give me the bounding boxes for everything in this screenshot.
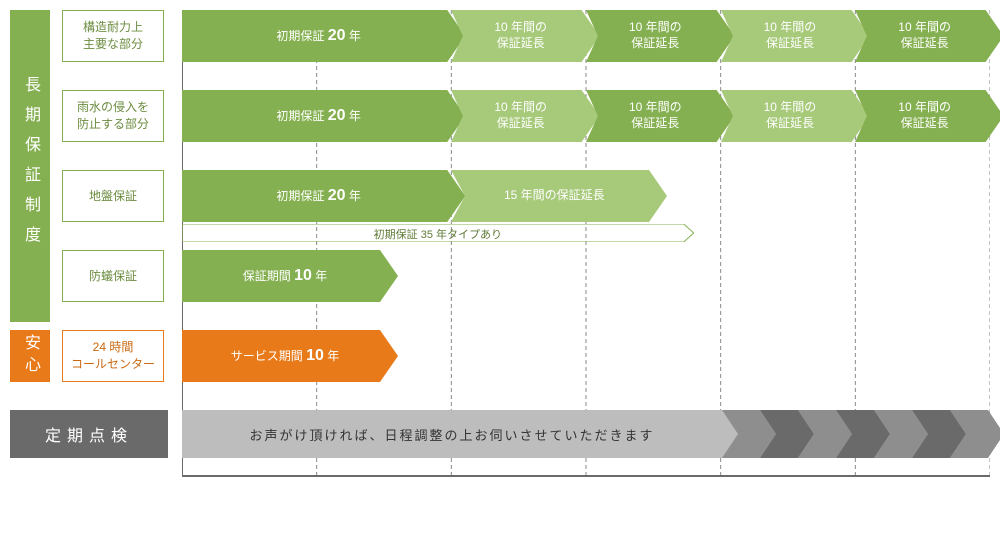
- segment-call-0: サービス期間 10 年: [182, 330, 398, 382]
- inspection-text: お声がけ頂ければ、日程調整の上お伺いさせていただきます: [182, 410, 722, 458]
- row-ground: 初期保証 20 年15 年間の保証延長: [182, 170, 667, 222]
- warranty-chart: 長期保証制度 安心 定期点検 構造耐力上主要な部分雨水の侵入を防止する部分地盤保…: [0, 10, 1000, 550]
- left-label-safety: 安心: [10, 330, 50, 382]
- segment-rain-2: 10 年間の保証延長: [586, 90, 735, 142]
- left-label-warranty: 長期保証制度: [10, 10, 50, 322]
- category-termite: 防蟻保証: [62, 250, 164, 302]
- left-label-inspection: 定期点検: [10, 410, 168, 458]
- segment-structure-3: 10 年間の保証延長: [721, 10, 870, 62]
- segment-ground-1: 15 年間の保証延長: [451, 170, 667, 222]
- segment-termite-0: 保証期間 10 年: [182, 250, 398, 302]
- segment-structure-0: 初期保証 20 年: [182, 10, 465, 62]
- timeline-area: 初期保証 20 年10 年間の保証延長10 年間の保証延長10 年間の保証延長1…: [182, 10, 990, 550]
- segment-rain-3: 10 年間の保証延長: [721, 90, 870, 142]
- segment-rain-0: 初期保証 20 年: [182, 90, 465, 142]
- segment-rain-1: 10 年間の保証延長: [451, 90, 600, 142]
- segment-structure-2: 10 年間の保証延長: [586, 10, 735, 62]
- left-label-safety-text: 安心: [18, 334, 42, 378]
- segment-rain-4: 10 年間の保証延長: [855, 90, 1000, 142]
- segment-structure-4: 10 年間の保証延長: [855, 10, 1000, 62]
- category-rain: 雨水の侵入を防止する部分: [62, 90, 164, 142]
- category-ground: 地盤保証: [62, 170, 164, 222]
- row-termite: 保証期間 10 年: [182, 250, 398, 302]
- category-call: 24 時間コールセンター: [62, 330, 164, 382]
- row-call: サービス期間 10 年: [182, 330, 398, 382]
- chevron-6: [950, 410, 1000, 458]
- subnote-ground: 初期保証 35 年タイプあり: [182, 224, 694, 242]
- row-rain: 初期保証 20 年10 年間の保証延長10 年間の保証延長10 年間の保証延長1…: [182, 90, 1000, 142]
- left-label-warranty-text: 長期保証制度: [18, 76, 42, 256]
- segment-ground-0: 初期保証 20 年: [182, 170, 465, 222]
- category-structure: 構造耐力上主要な部分: [62, 10, 164, 62]
- segment-structure-1: 10 年間の保証延長: [451, 10, 600, 62]
- left-label-inspection-text: 定期点検: [45, 422, 133, 446]
- inspection-row: お声がけ頂ければ、日程調整の上お伺いさせていただきます: [182, 410, 990, 458]
- row-structure: 初期保証 20 年10 年間の保証延長10 年間の保証延長10 年間の保証延長1…: [182, 10, 1000, 62]
